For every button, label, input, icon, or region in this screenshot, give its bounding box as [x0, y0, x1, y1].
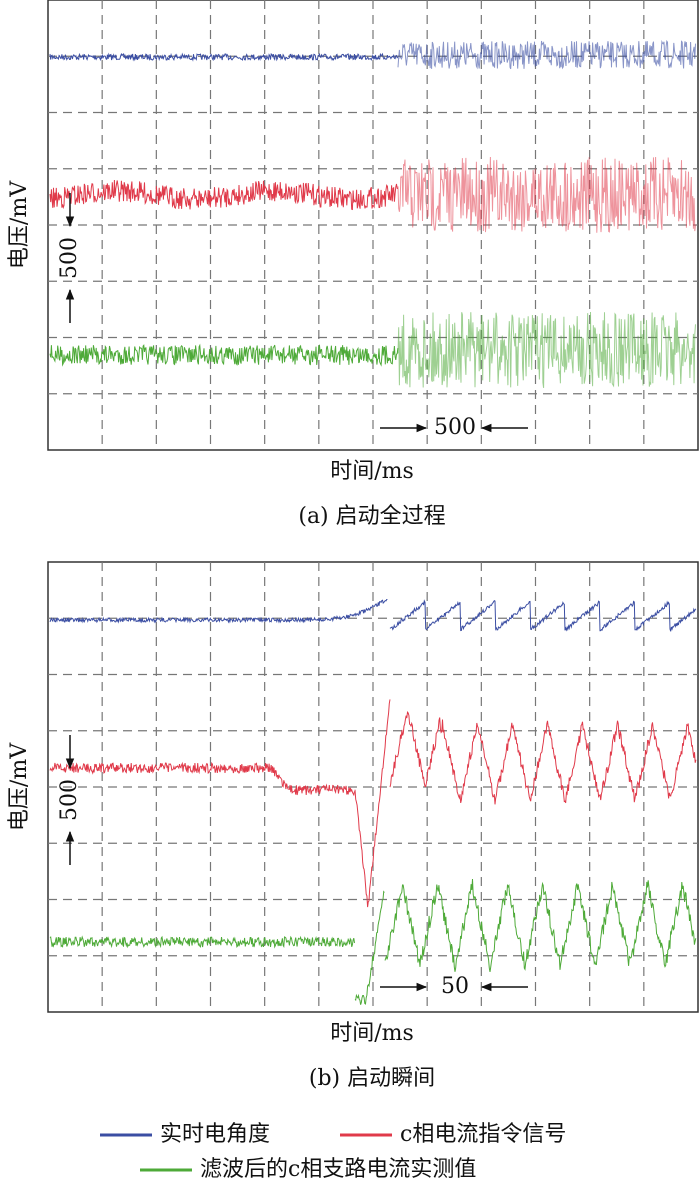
y-axis-label: 电压/mV: [7, 180, 32, 269]
caption: (b) 启动瞬间: [309, 1066, 435, 1091]
legend-label: 实时电角度: [160, 1122, 270, 1147]
waveform: [49, 599, 388, 624]
waveform: [354, 890, 385, 1005]
horizontal-scale: 500: [434, 415, 476, 440]
waveform: [397, 311, 696, 388]
waveform: [389, 599, 697, 632]
y-axis-label: 电压/mV: [7, 742, 32, 831]
waveform: [354, 699, 391, 908]
waveform: [49, 935, 355, 949]
x-axis-label: 时间/ms: [330, 1021, 414, 1046]
waveform: [49, 52, 399, 62]
vertical-scale: 500: [57, 779, 82, 821]
waveform: [389, 711, 697, 805]
waveform: [49, 179, 399, 211]
waveform: [49, 343, 399, 367]
waveform: [397, 156, 696, 233]
caption: (a) 启动全过程: [298, 504, 445, 529]
legend-label: 滤波后的c相支路电流实测值: [200, 1157, 476, 1182]
waveform: [384, 878, 697, 972]
legend-label: c相电流指令信号: [400, 1122, 566, 1147]
x-axis-label: 时间/ms: [330, 459, 414, 484]
waveform: [49, 761, 355, 797]
vertical-scale: 500: [57, 237, 82, 279]
waveform: [397, 39, 696, 70]
horizontal-scale: 50: [441, 974, 469, 999]
